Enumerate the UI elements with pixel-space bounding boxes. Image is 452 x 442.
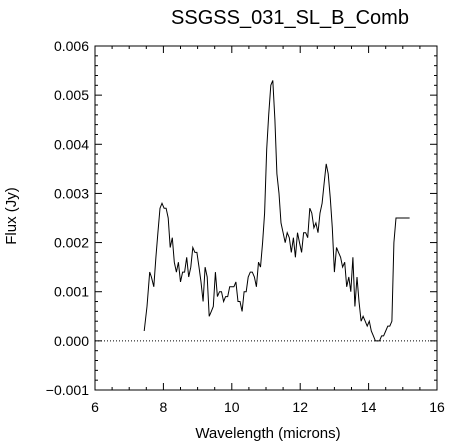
x-tick-label: 16: [429, 399, 445, 415]
y-axis-label: Flux (Jy): [3, 187, 20, 245]
y-tick-label: 0.004: [54, 136, 89, 152]
y-axis: −0.001 0.000 0.001 0.002 0.003 0.004 0.005 0.00…: [46, 38, 437, 398]
plot-frame: [94, 45, 438, 391]
y-tick-label: 0.001: [54, 284, 89, 300]
x-tick-label: 10: [224, 399, 240, 415]
x-tick-label: 6: [91, 399, 99, 415]
x-axis-label: Wavelength (microns): [195, 425, 340, 442]
chart-title: SSGSS_031_SL_B_Comb: [171, 7, 409, 29]
y-tick-label: −0.001: [46, 382, 89, 398]
y-tick-label: 0.003: [54, 185, 89, 201]
flux-series-line: [143, 80, 410, 342]
y-tick-label: 0.002: [54, 235, 89, 251]
x-tick-label: 12: [292, 399, 308, 415]
y-tick-label: 0.005: [54, 87, 89, 103]
y-tick-label: 0.000: [54, 333, 89, 349]
x-tick-label: 14: [361, 399, 377, 415]
x-axis: 6 8 10 12 14 16: [91, 46, 445, 415]
y-tick-label: 0.006: [54, 38, 89, 54]
x-tick-label: 8: [160, 399, 168, 415]
